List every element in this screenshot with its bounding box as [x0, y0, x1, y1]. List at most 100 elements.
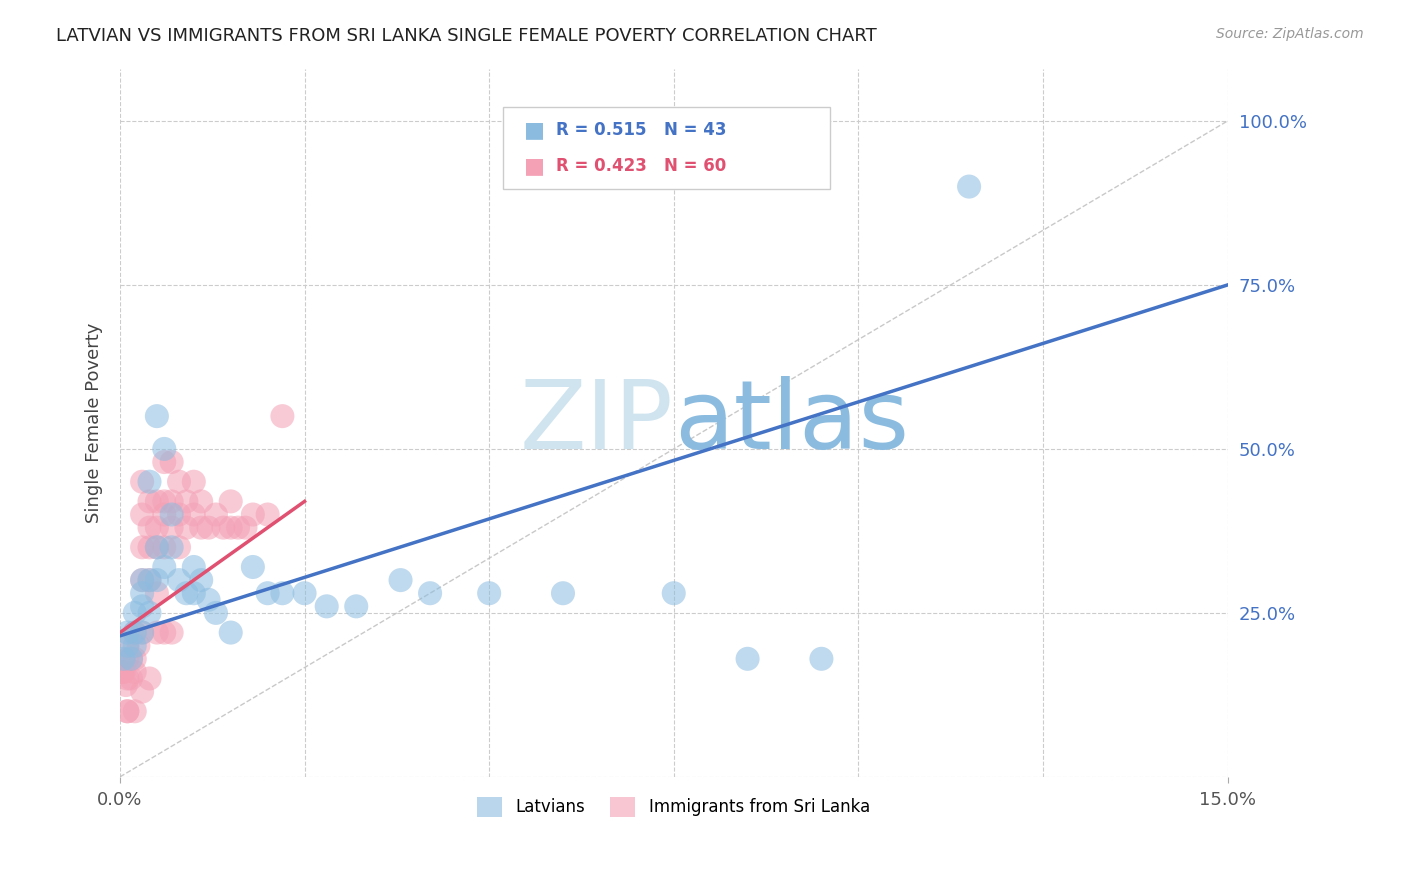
Text: ■: ■ [524, 120, 544, 140]
Point [117, 639, 139, 653]
Point [153, 455, 176, 469]
Point [117, 672, 139, 686]
Point [160, 455, 183, 469]
Point [183, 508, 205, 522]
Text: N = 60: N = 60 [665, 157, 727, 176]
Point [117, 704, 139, 718]
Text: ZIP: ZIP [520, 376, 673, 469]
Point [167, 508, 190, 522]
Point [127, 639, 149, 653]
Point [235, 521, 257, 535]
Point [138, 521, 160, 535]
Point [146, 625, 169, 640]
Point [124, 639, 146, 653]
Point [131, 475, 153, 489]
Point [205, 606, 228, 620]
Point [478, 586, 501, 600]
Point [124, 665, 146, 679]
Point [146, 541, 169, 555]
Point [957, 179, 980, 194]
Point [120, 672, 142, 686]
Point [737, 652, 759, 666]
Point [183, 475, 205, 489]
Point [183, 560, 205, 574]
Point [131, 684, 153, 698]
Point [205, 508, 228, 522]
Point [146, 586, 169, 600]
Point [124, 704, 146, 718]
Point [131, 625, 153, 640]
Point [120, 652, 142, 666]
Point [146, 409, 169, 424]
Point [160, 494, 183, 508]
Point [176, 494, 198, 508]
Point [153, 541, 176, 555]
Point [138, 494, 160, 508]
Point [810, 652, 832, 666]
Point [197, 521, 219, 535]
Point [212, 521, 235, 535]
Point [160, 521, 183, 535]
Point [242, 508, 264, 522]
Point [117, 652, 139, 666]
Text: atlas: atlas [673, 376, 908, 469]
Point [111, 665, 134, 679]
Point [389, 573, 412, 587]
Text: N = 43: N = 43 [665, 121, 727, 139]
Point [138, 541, 160, 555]
Point [219, 521, 242, 535]
Text: R = 0.515: R = 0.515 [557, 121, 647, 139]
Point [112, 665, 135, 679]
Point [138, 573, 160, 587]
Point [190, 494, 212, 508]
Point [146, 521, 169, 535]
Point [160, 508, 183, 522]
Point [146, 541, 169, 555]
Point [160, 541, 183, 555]
Point [153, 560, 176, 574]
Text: ■: ■ [524, 156, 544, 177]
Text: R = 0.423: R = 0.423 [557, 157, 647, 176]
Point [242, 560, 264, 574]
Point [167, 541, 190, 555]
Point [138, 606, 160, 620]
Point [190, 521, 212, 535]
Point [153, 625, 176, 640]
Point [344, 599, 367, 614]
Point [219, 625, 242, 640]
Point [131, 541, 153, 555]
Point [131, 599, 153, 614]
Y-axis label: Single Female Poverty: Single Female Poverty [86, 323, 103, 523]
Point [131, 573, 153, 587]
Point [176, 586, 198, 600]
Point [110, 665, 132, 679]
Point [120, 652, 142, 666]
Point [117, 639, 139, 653]
Point [160, 625, 183, 640]
Point [551, 586, 574, 600]
Point [138, 573, 160, 587]
Point [153, 494, 176, 508]
Point [115, 678, 138, 692]
Point [124, 652, 146, 666]
Point [146, 494, 169, 508]
Legend: Latvians, Immigrants from Sri Lanka: Latvians, Immigrants from Sri Lanka [470, 789, 879, 825]
Point [131, 508, 153, 522]
Text: LATVIAN VS IMMIGRANTS FROM SRI LANKA SINGLE FEMALE POVERTY CORRELATION CHART: LATVIAN VS IMMIGRANTS FROM SRI LANKA SIN… [56, 27, 877, 45]
Point [190, 573, 212, 587]
Point [112, 652, 135, 666]
Point [124, 606, 146, 620]
Point [197, 592, 219, 607]
Point [153, 442, 176, 456]
Point [294, 586, 316, 600]
Point [271, 409, 294, 424]
Point [153, 508, 176, 522]
Point [167, 573, 190, 587]
Point [662, 586, 685, 600]
Point [167, 475, 190, 489]
Point [176, 521, 198, 535]
Point [131, 625, 153, 640]
Point [256, 586, 278, 600]
Point [226, 521, 249, 535]
Text: Source: ZipAtlas.com: Source: ZipAtlas.com [1216, 27, 1364, 41]
